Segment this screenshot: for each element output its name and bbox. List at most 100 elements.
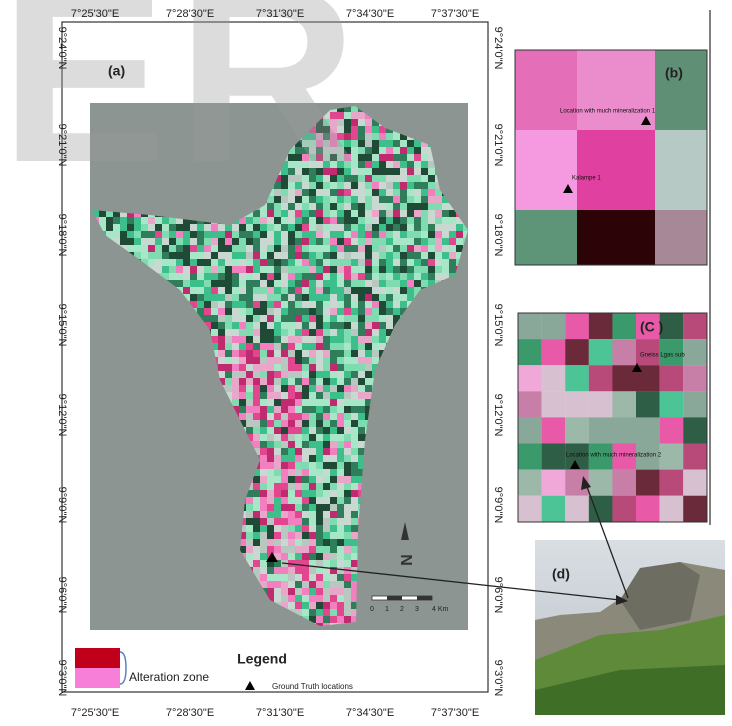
map-pixel	[218, 287, 225, 294]
map-pixel	[337, 329, 344, 336]
map-pixel	[288, 483, 295, 490]
map-pixel	[372, 280, 379, 287]
map-pixel	[337, 413, 344, 420]
map-pixel	[239, 336, 246, 343]
map-pixel	[239, 406, 246, 413]
map-pixel	[295, 588, 302, 595]
inset-c-pixel	[565, 391, 589, 417]
map-pixel	[253, 315, 260, 322]
map-pixel	[183, 238, 190, 245]
map-pixel	[323, 434, 330, 441]
map-pixel	[204, 245, 211, 252]
map-pixel	[183, 259, 190, 266]
map-pixel	[267, 287, 274, 294]
map-pixel	[288, 504, 295, 511]
map-pixel	[337, 287, 344, 294]
map-pixel	[316, 420, 323, 427]
map-pixel	[337, 434, 344, 441]
map-pixel	[204, 308, 211, 315]
map-pixel	[225, 329, 232, 336]
map-pixel	[351, 434, 358, 441]
map-pixel	[393, 189, 400, 196]
map-pixel	[204, 238, 211, 245]
map-pixel	[330, 476, 337, 483]
map-pixel	[316, 350, 323, 357]
map-pixel	[428, 245, 435, 252]
map-pixel	[232, 336, 239, 343]
scale-bar-segment	[387, 596, 402, 600]
map-pixel	[281, 322, 288, 329]
map-pixel	[365, 294, 372, 301]
map-pixel	[309, 427, 316, 434]
map-pixel	[330, 322, 337, 329]
map-pixel	[393, 196, 400, 203]
scale-label: 1	[385, 606, 389, 613]
map-pixel	[344, 616, 351, 623]
map-pixel	[281, 364, 288, 371]
map-pixel	[197, 252, 204, 259]
map-pixel	[281, 476, 288, 483]
map-pixel	[365, 385, 372, 392]
map-pixel	[309, 504, 316, 511]
map-pixel	[225, 378, 232, 385]
map-pixel	[330, 420, 337, 427]
map-pixel	[379, 154, 386, 161]
map-pixel	[267, 378, 274, 385]
map-pixel	[309, 413, 316, 420]
map-pixel	[351, 560, 358, 567]
map-pixel	[344, 455, 351, 462]
map-pixel	[218, 308, 225, 315]
map-pixel	[323, 602, 330, 609]
inset-c-pixel	[612, 339, 636, 365]
map-pixel	[302, 609, 309, 616]
map-pixel	[421, 154, 428, 161]
map-pixel	[302, 329, 309, 336]
map-pixel	[281, 504, 288, 511]
map-pixel	[225, 252, 232, 259]
panel-label: (a)	[108, 63, 125, 79]
inset-c-pixel	[683, 417, 707, 443]
map-pixel	[253, 273, 260, 280]
map-pixel	[337, 392, 344, 399]
map-pixel	[197, 231, 204, 238]
map-pixel	[267, 315, 274, 322]
map-pixel	[309, 595, 316, 602]
map-pixel	[274, 287, 281, 294]
map-pixel	[344, 294, 351, 301]
map-pixel	[239, 301, 246, 308]
map-pixel	[337, 266, 344, 273]
map-pixel	[344, 497, 351, 504]
map-pixel	[253, 378, 260, 385]
map-pixel	[134, 217, 141, 224]
map-pixel	[274, 518, 281, 525]
map-pixel	[323, 574, 330, 581]
map-pixel	[260, 329, 267, 336]
map-pixel	[316, 616, 323, 623]
map-pixel	[246, 539, 253, 546]
map-pixel	[274, 224, 281, 231]
map-pixel	[302, 469, 309, 476]
map-pixel	[316, 245, 323, 252]
map-pixel	[351, 231, 358, 238]
map-pixel	[316, 595, 323, 602]
map-pixel	[295, 483, 302, 490]
map-pixel	[225, 364, 232, 371]
inset-c-pixel	[565, 313, 589, 339]
map-pixel	[302, 259, 309, 266]
map-pixel	[365, 259, 372, 266]
map-pixel	[393, 210, 400, 217]
map-pixel	[267, 469, 274, 476]
map-pixel	[302, 392, 309, 399]
map-pixel	[428, 231, 435, 238]
map-pixel	[358, 322, 365, 329]
map-pixel	[337, 427, 344, 434]
map-pixel	[295, 224, 302, 231]
map-pixel	[253, 406, 260, 413]
legend-item: Ground Truth locations	[272, 682, 353, 691]
map-pixel	[197, 287, 204, 294]
map-pixel	[246, 294, 253, 301]
map-pixel	[372, 245, 379, 252]
map-pixel	[344, 462, 351, 469]
map-pixel	[253, 308, 260, 315]
map-pixel	[281, 532, 288, 539]
